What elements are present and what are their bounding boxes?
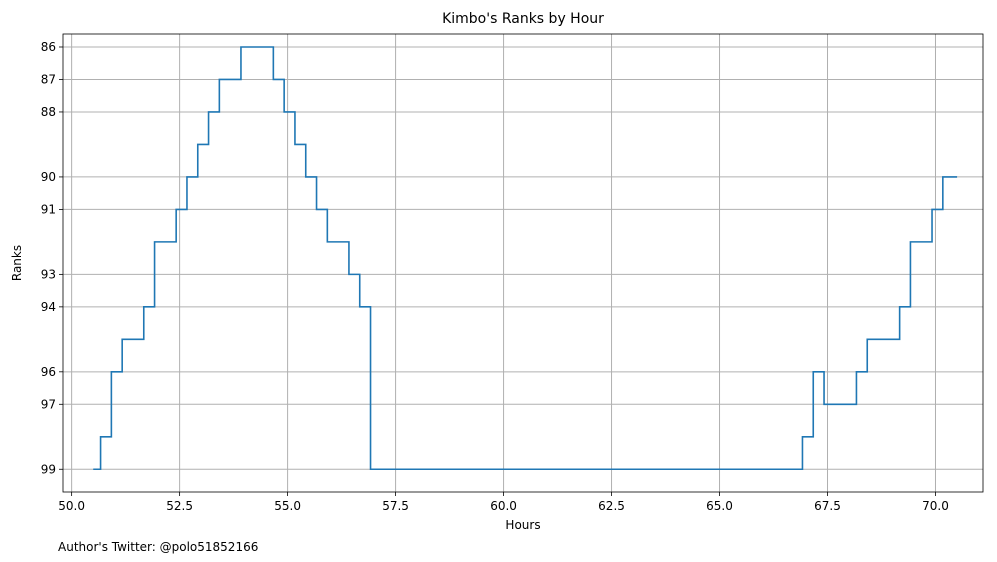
y-axis-label: Ranks (10, 245, 24, 281)
y-tick-label: 87 (41, 72, 56, 86)
chart-title: Kimbo's Ranks by Hour (442, 11, 604, 27)
plot-frame (62, 33, 984, 493)
x-tick-label: 57.5 (382, 499, 409, 513)
y-tick-label: 88 (41, 105, 56, 119)
x-tick-label: 62.5 (598, 499, 625, 513)
series-layer (93, 46, 958, 471)
x-tick-label: 50.0 (58, 499, 85, 513)
x-axis-label: Hours (505, 518, 540, 532)
y-tick-label: 99 (41, 462, 56, 476)
y-tick-label: 86 (41, 40, 56, 54)
x-tick-label: 70.0 (922, 499, 949, 513)
author-footnote: Author's Twitter: @polo51852166 (58, 540, 258, 554)
y-tick-label: 94 (41, 300, 56, 314)
y-axis-ticks: 86 87 88 90 91 93 94 96 97 99 (41, 40, 63, 476)
y-tick-label: 93 (41, 267, 56, 281)
series-line-0 (93, 46, 958, 471)
grid (63, 34, 983, 492)
x-tick-label: 60.0 (490, 499, 517, 513)
y-tick-label: 91 (41, 202, 56, 216)
x-tick-label: 65.0 (706, 499, 733, 513)
x-tick-label: 52.5 (166, 499, 193, 513)
y-tick-label: 97 (41, 397, 56, 411)
y-tick-label: 96 (41, 365, 56, 379)
x-tick-label: 67.5 (814, 499, 841, 513)
x-axis-ticks: 50.0 52.5 55.0 57.5 60.0 62.5 65.0 67.5 70.0 (58, 492, 949, 513)
y-tick-label: 90 (41, 170, 56, 184)
x-tick-label: 55.0 (274, 499, 301, 513)
